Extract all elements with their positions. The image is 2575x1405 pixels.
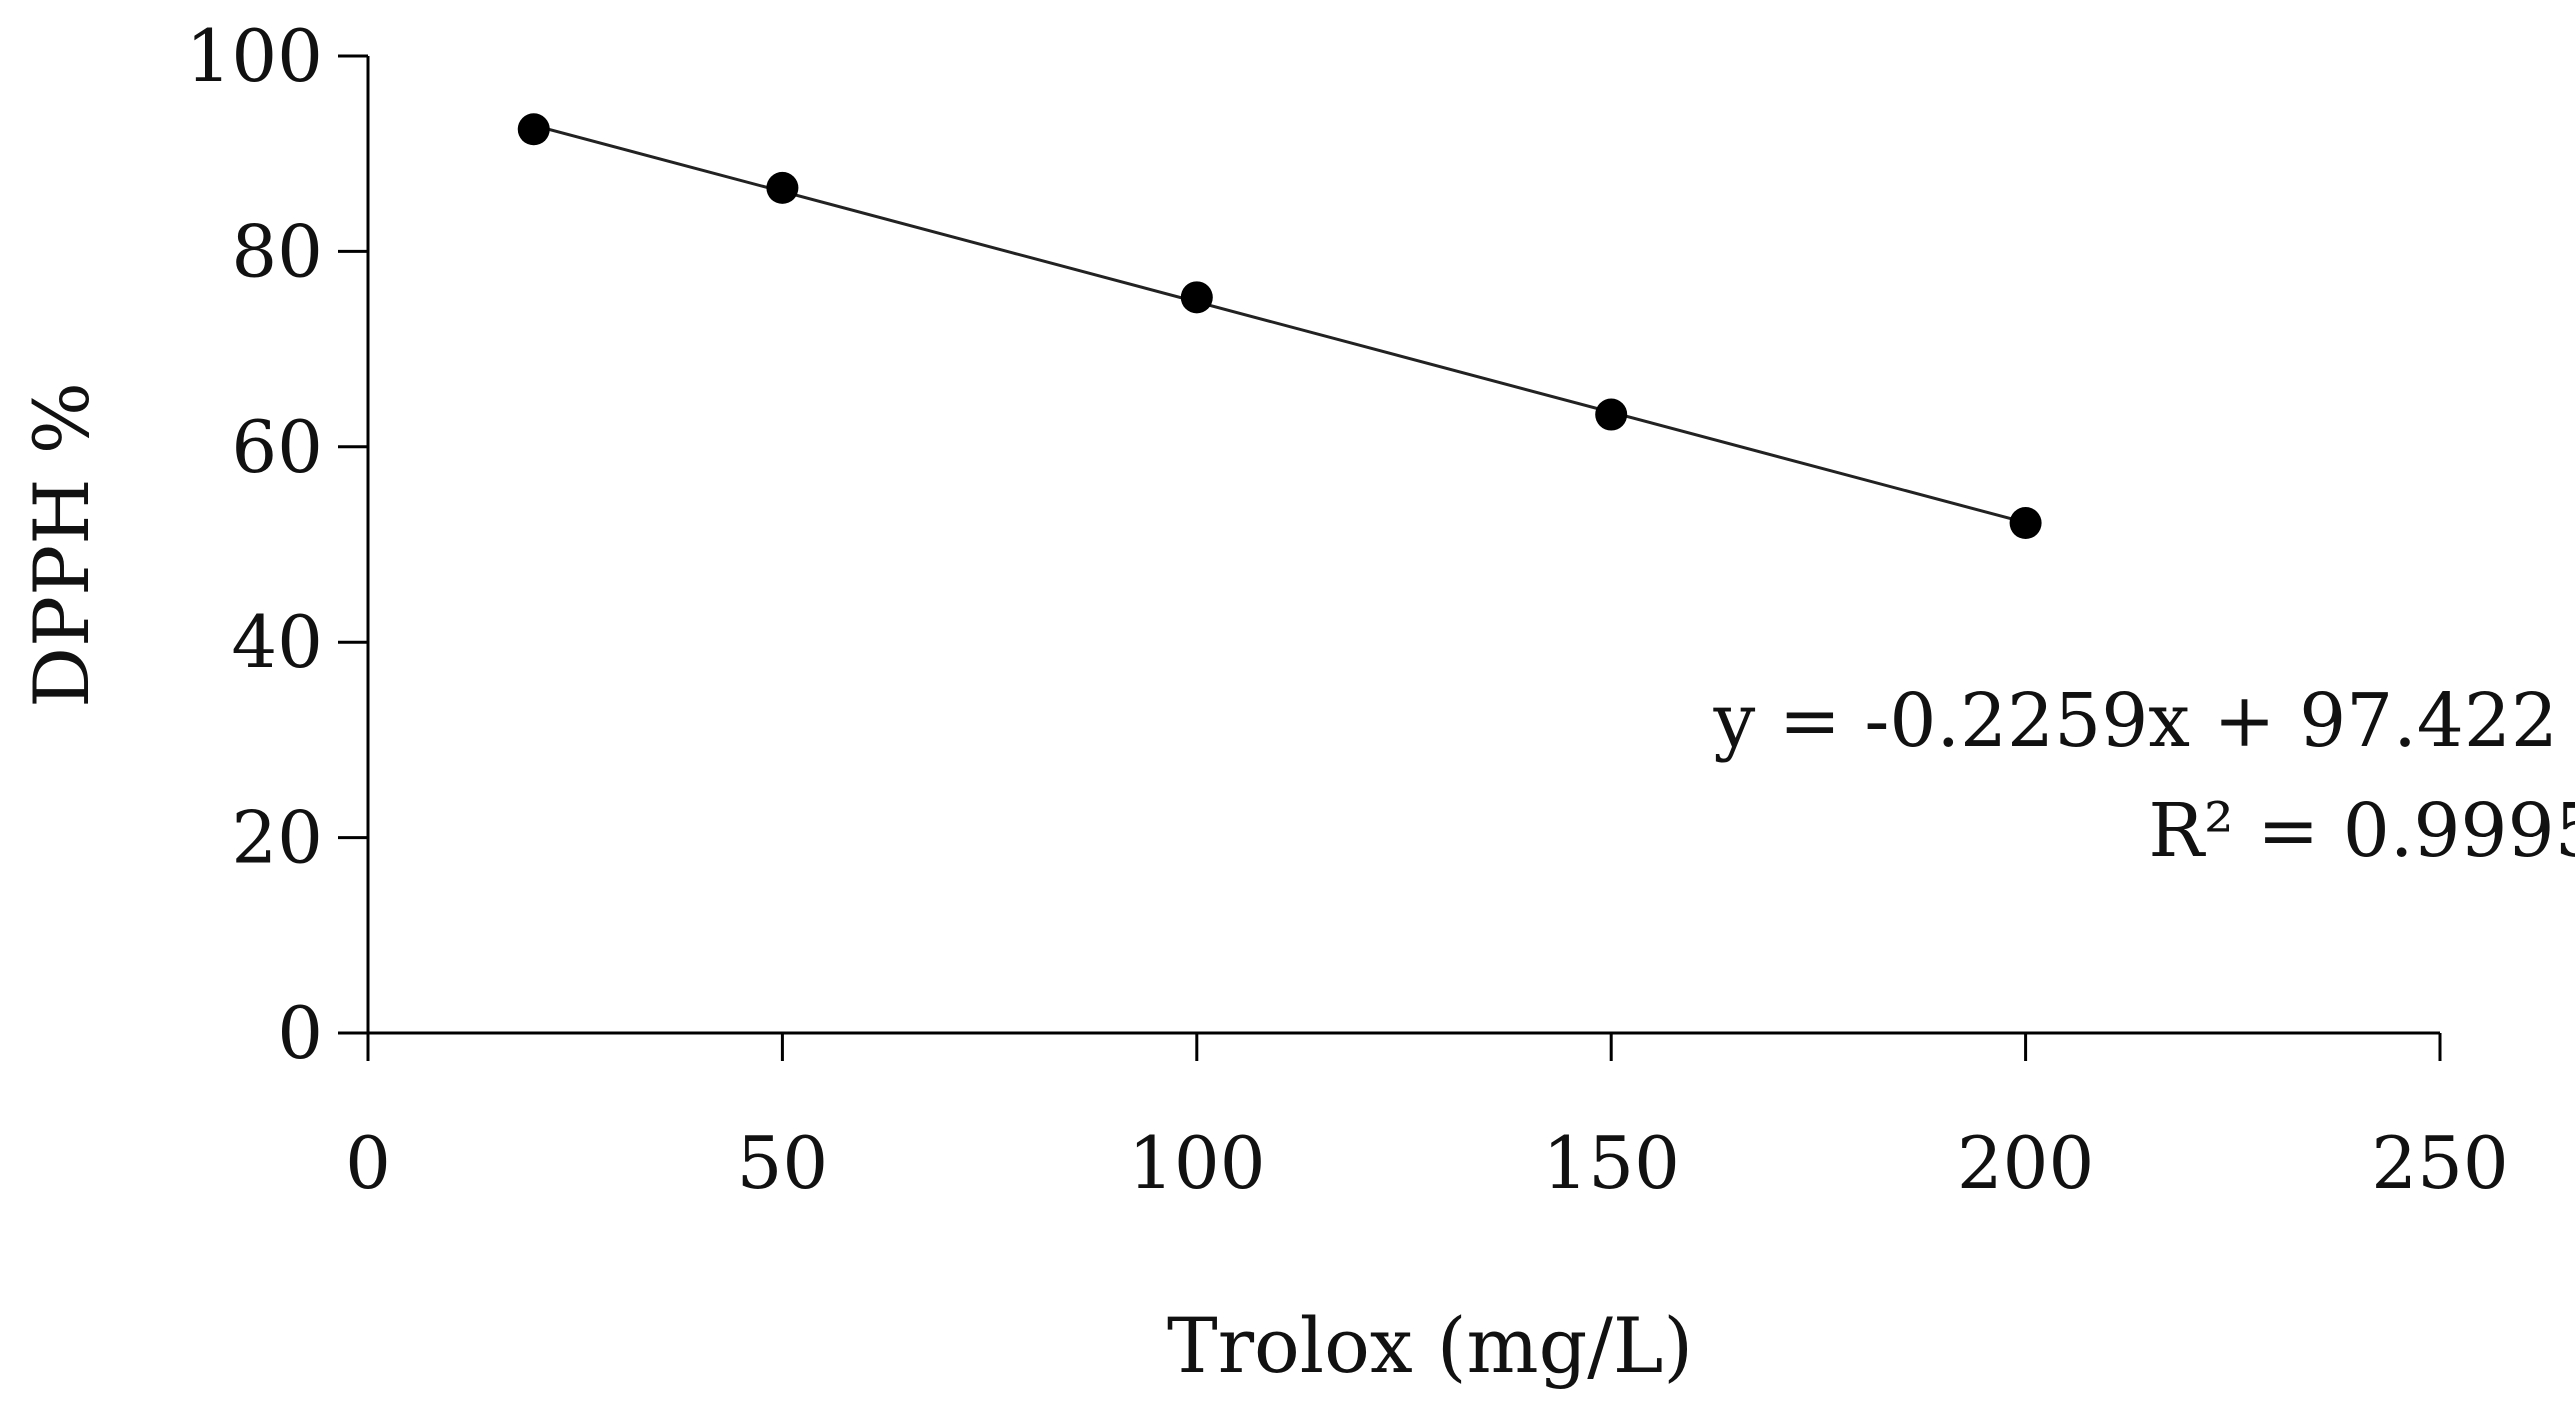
x-tick-label: 100: [1128, 1121, 1265, 1205]
y-tick-label: 0: [277, 991, 323, 1075]
x-axis-ticks: 0 50 100 150 200 250: [345, 1033, 2509, 1205]
x-tick-label: 200: [1957, 1121, 2094, 1205]
x-tick-label: 250: [2371, 1121, 2508, 1205]
data-point: [1595, 398, 1628, 431]
x-tick-label: 0: [345, 1121, 391, 1205]
y-axis-ticks: 0 20 40 60 80 100: [186, 14, 368, 1075]
trendline-equation: y = -0.2259x + 97.422: [1713, 678, 2559, 764]
data-point: [1180, 281, 1213, 314]
axes: [366, 56, 2440, 1035]
x-tick-label: 150: [1542, 1121, 1679, 1205]
y-tick-label: 100: [186, 14, 323, 98]
r-squared-label: R² = 0.9995: [2148, 788, 2575, 874]
data-point: [2009, 507, 2042, 540]
trendline-group: [533, 123, 2026, 525]
data-point: [766, 171, 799, 204]
y-tick-label: 80: [231, 209, 323, 293]
data-points: [517, 113, 2042, 540]
y-axis-title: DPPH %: [17, 382, 106, 708]
x-axis-title: Trolox (mg/L): [1167, 1301, 1693, 1390]
x-tick-label: 50: [737, 1121, 829, 1205]
trendline: [533, 123, 2026, 525]
data-point: [517, 113, 550, 146]
y-tick-label: 20: [231, 796, 323, 880]
y-tick-label: 60: [231, 405, 323, 489]
y-tick-label: 40: [231, 600, 323, 684]
